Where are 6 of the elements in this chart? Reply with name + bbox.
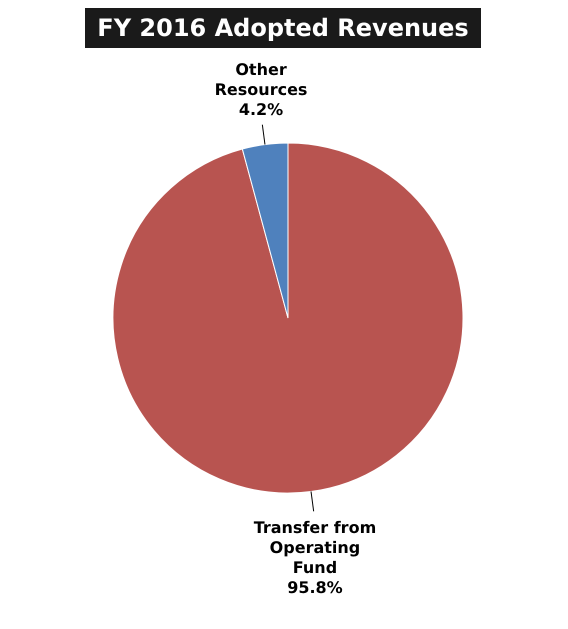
- slice-label: Transfer from Operating Fund: [254, 518, 376, 578]
- pie-slice: [112, 142, 464, 494]
- slice-label: Other Resources: [214, 60, 308, 99]
- data-label: 95.8%: [287, 578, 343, 598]
- chart-title: FY 2016 Adopted Revenues: [85, 8, 481, 48]
- data-label: 4.2%: [238, 100, 284, 119]
